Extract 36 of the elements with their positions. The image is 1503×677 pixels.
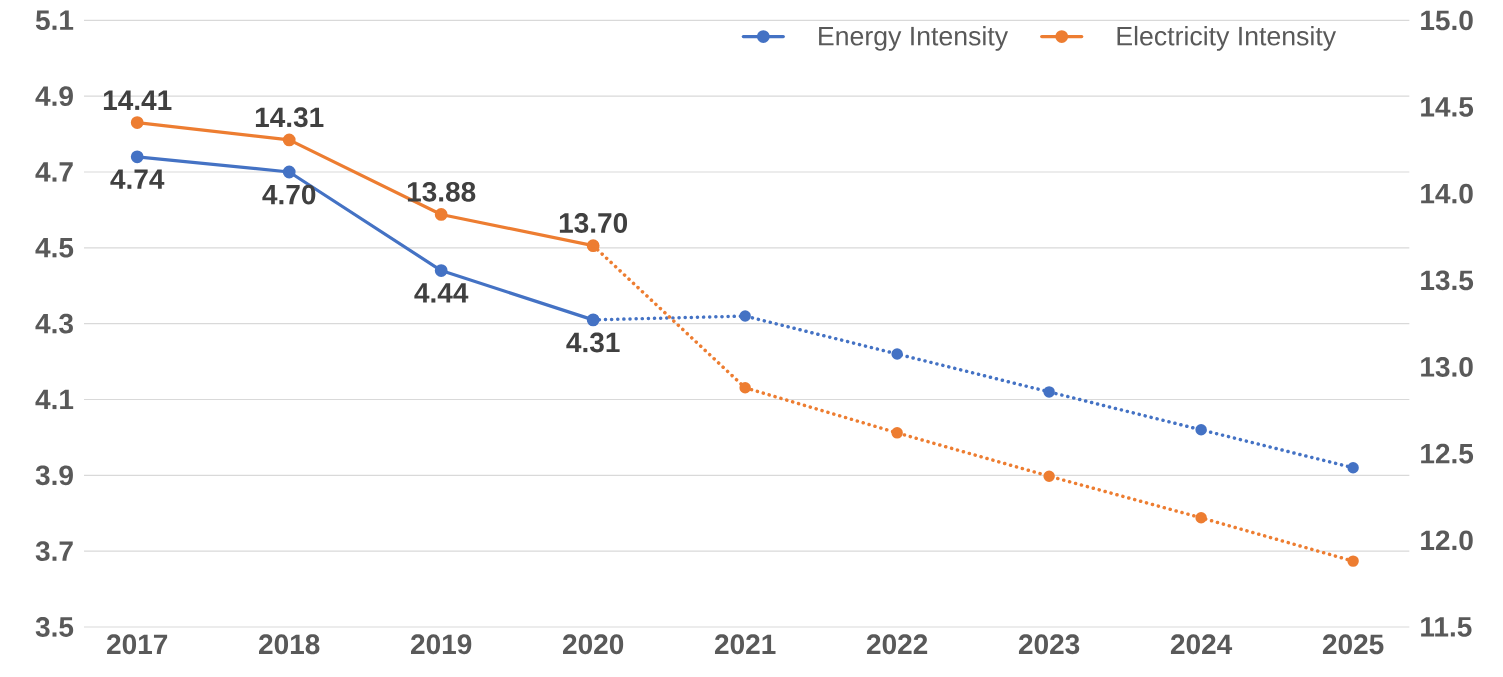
x-tick-label: 2021 bbox=[714, 634, 776, 655]
y-tick-label: 4.5 bbox=[35, 238, 74, 258]
x-tick-label: 2017 bbox=[107, 634, 168, 655]
x-tick-label: 2018 bbox=[259, 634, 320, 655]
legend-label: Electricity Intensity bbox=[1117, 25, 1337, 51]
y2-tick-label: 12.5 bbox=[1421, 443, 1474, 464]
y-tick-label: 3.7 bbox=[35, 541, 73, 562]
data-label: 4.70 bbox=[262, 184, 316, 205]
data-label: 14.41 bbox=[103, 90, 172, 110]
y2-tick-label: 12.0 bbox=[1421, 530, 1473, 551]
y2-tick-label: 15.0 bbox=[1421, 10, 1473, 31]
y2-tick-label: 14.5 bbox=[1421, 97, 1474, 117]
legend-label: Energy Intensity bbox=[819, 25, 1009, 51]
x-tick-label: 2022 bbox=[866, 634, 928, 655]
y2-tick-label: 11.5 bbox=[1421, 617, 1472, 637]
data-label: 14.31 bbox=[255, 107, 324, 128]
y-tick-label: 3.5 bbox=[35, 617, 74, 637]
y2-tick-label: 14.0 bbox=[1421, 183, 1473, 204]
y-tick-label: 3.9 bbox=[35, 465, 73, 486]
data-label: 4.44 bbox=[414, 283, 469, 303]
y-tick-label: 5.1 bbox=[35, 10, 74, 31]
y-tick-label: 4.7 bbox=[35, 162, 73, 182]
data-label: 4.31 bbox=[566, 332, 620, 353]
x-tick-label: 2023 bbox=[1018, 634, 1080, 655]
data-label: 13.88 bbox=[407, 181, 476, 202]
y-tick-label: 4.1 bbox=[35, 389, 74, 410]
x-tick-label: 2024 bbox=[1170, 634, 1233, 655]
y-tick-label: 4.3 bbox=[35, 313, 73, 334]
y2-tick-label: 13.5 bbox=[1421, 270, 1474, 291]
x-tick-label: 2020 bbox=[562, 634, 624, 655]
y-tick-label: 4.9 bbox=[35, 86, 73, 107]
data-label: 13.70 bbox=[559, 213, 628, 233]
x-tick-label: 2025 bbox=[1322, 634, 1384, 655]
y2-tick-label: 13.0 bbox=[1421, 357, 1473, 377]
x-tick-label: 2019 bbox=[411, 634, 472, 655]
data-label: 4.74 bbox=[110, 169, 165, 189]
